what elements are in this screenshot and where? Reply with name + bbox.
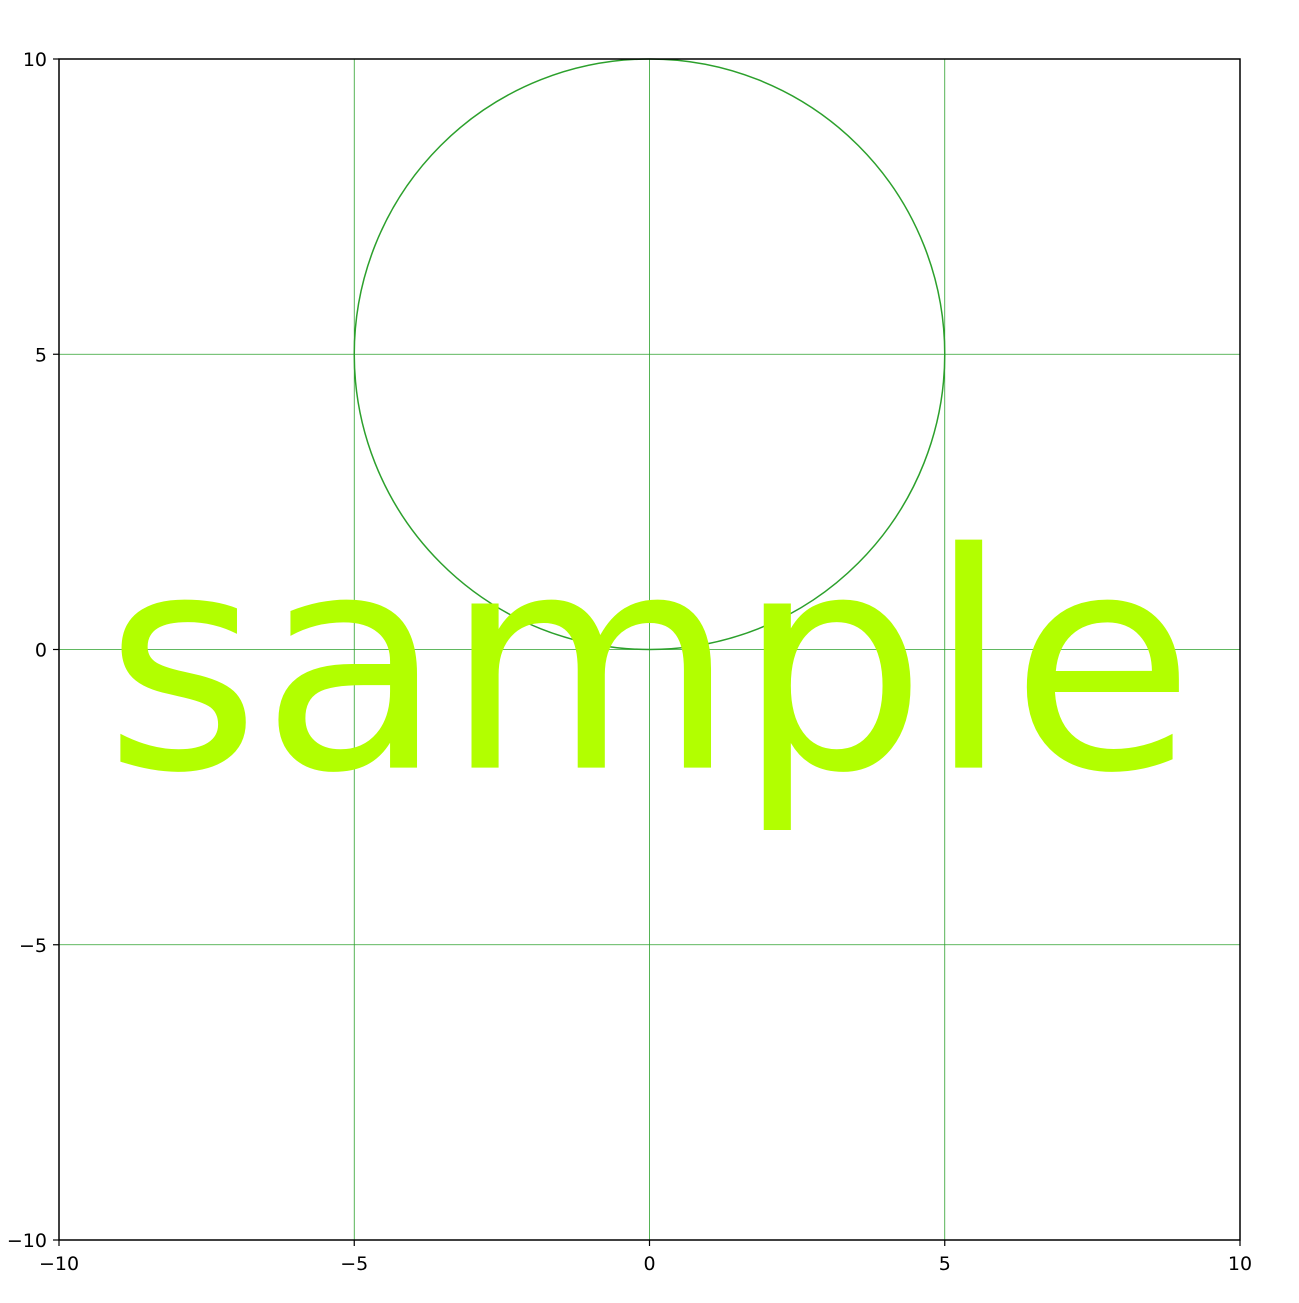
y-tick-label-1: −5: [19, 935, 47, 957]
y-tick-label-2: 0: [35, 640, 47, 662]
x-tick-label-3: 5: [939, 1253, 951, 1275]
tick-layer: −10 −5 0 5 10 −10 −5 0 5 10: [7, 49, 1252, 1275]
y-tick-label-4: 10: [23, 49, 47, 71]
y-tick-label-0: −10: [7, 1230, 47, 1252]
x-tick-label-1: −5: [340, 1253, 368, 1275]
annotation-layer: sample: [104, 490, 1195, 839]
x-tick-label-4: 10: [1228, 1253, 1252, 1275]
y-tick-label-3: 5: [35, 344, 47, 366]
x-tick-label-2: 0: [643, 1253, 655, 1275]
x-tick-label-0: −10: [39, 1253, 79, 1275]
sample-watermark-text: sample: [104, 490, 1195, 839]
